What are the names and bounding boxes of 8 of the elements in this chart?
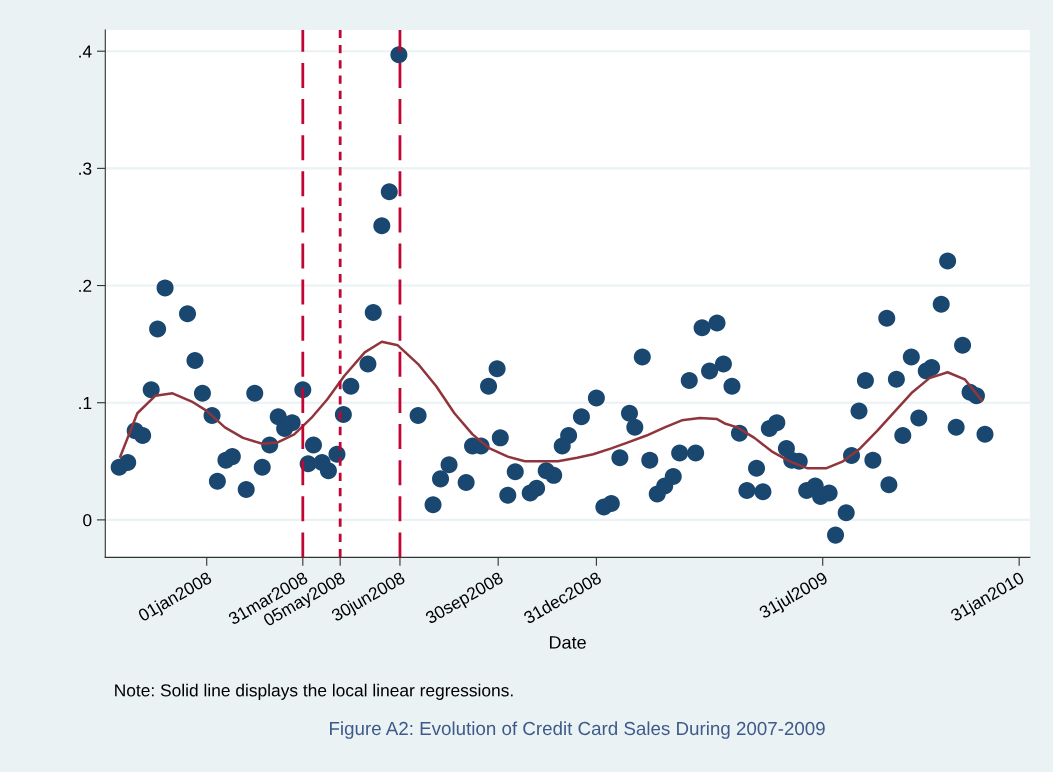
- y-tick-label: 0: [83, 514, 92, 527]
- text: Figure A2: Evolution of Credit Card Sales During 2007-2009: [330, 721, 825, 739]
- y-tick-label: .2: [79, 279, 92, 292]
- text: Note: Solid line displays the local linear regressions.: [115, 683, 513, 700]
- y-tick-label: .3: [79, 162, 92, 175]
- y-tick-label: .4: [79, 45, 92, 58]
- x-axis-title: Date: [549, 636, 586, 649]
- y-tick-label: .1: [79, 397, 92, 410]
